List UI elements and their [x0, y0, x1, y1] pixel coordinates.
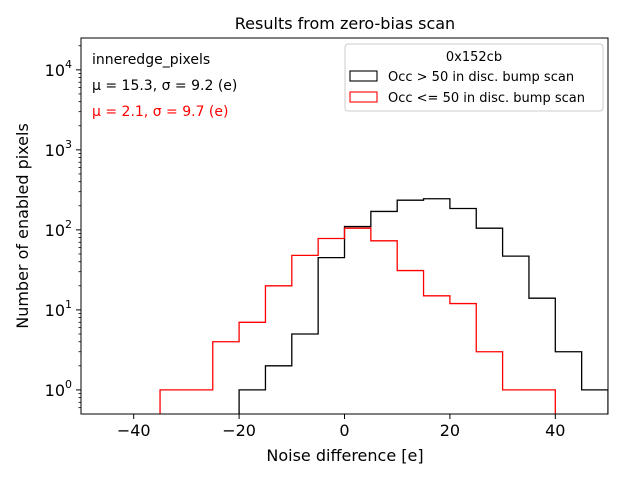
- histogram-series-2: [159, 227, 556, 414]
- legend-entry-2: Occ <= 50 in disc. bump scan: [388, 91, 585, 106]
- legend-swatch-2: [349, 91, 378, 103]
- plot-area: −40 −20 0 20 40 100 101 102 103 104 inneredge_pixe…: [45, 37, 609, 440]
- legend-box: [344, 43, 604, 112]
- y-axis-label: Number of enabled pixels: [13, 123, 32, 329]
- x-tick-label: −40: [117, 421, 151, 440]
- legend-entry-1: Occ > 50 in disc. bump scan: [388, 70, 574, 85]
- annotation-2: μ = 15.3, σ = 9.2 (e): [92, 78, 237, 94]
- y-tick-label: 102: [45, 218, 72, 240]
- y-tick-label: 101: [45, 298, 72, 320]
- x-tick-label: 20: [440, 421, 460, 440]
- x-tick-label: −20: [222, 421, 256, 440]
- annotation-3: μ = 2.1, σ = 9.7 (e): [92, 104, 228, 120]
- y-tick-label: 100: [45, 378, 72, 400]
- y-tick-label: 104: [45, 58, 72, 80]
- annotation-1: inneredge_pixels: [92, 52, 210, 68]
- y-tick-label: 103: [45, 138, 72, 160]
- chart-title: Results from zero-bias scan: [235, 14, 455, 33]
- x-tick-label: 40: [545, 421, 565, 440]
- legend-swatch-1: [349, 70, 378, 82]
- legend-title: 0x152cb: [446, 50, 502, 65]
- x-tick-label: 0: [339, 421, 349, 440]
- x-axis-label: Noise difference [e]: [266, 446, 423, 465]
- histogram-series-1: [238, 198, 608, 414]
